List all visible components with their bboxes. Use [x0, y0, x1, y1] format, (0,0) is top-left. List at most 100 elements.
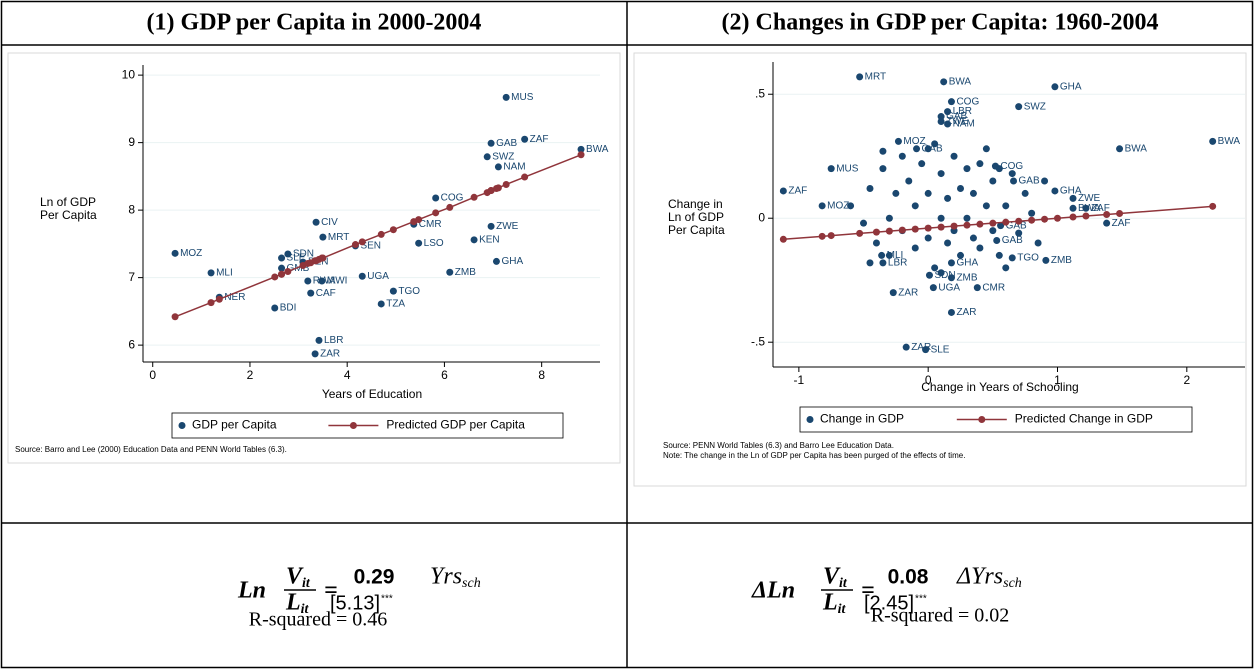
point — [905, 177, 913, 185]
point — [446, 203, 454, 211]
point-label: MLI — [216, 268, 233, 279]
point-label: MOZ — [827, 200, 849, 211]
point-label: ZAF — [530, 134, 549, 145]
point — [885, 251, 893, 259]
point — [989, 227, 997, 235]
point-label: LBR — [953, 106, 972, 117]
y-tick-label: 7 — [128, 270, 135, 284]
point — [1002, 218, 1010, 226]
point — [950, 152, 958, 160]
point — [827, 232, 835, 240]
point — [982, 202, 990, 210]
point — [944, 194, 952, 202]
point — [818, 202, 826, 210]
point — [937, 113, 945, 121]
point — [957, 184, 965, 192]
point-label: ZWE — [496, 221, 519, 232]
point — [171, 249, 179, 257]
point — [866, 259, 874, 267]
point — [1042, 256, 1050, 264]
x-tick-label: 6 — [441, 368, 448, 382]
point-label: GAB — [946, 111, 967, 122]
eq-sub: it — [301, 602, 310, 617]
point — [911, 244, 919, 252]
point-label: BWA — [1218, 136, 1241, 147]
point — [922, 346, 930, 354]
point — [894, 137, 902, 145]
point — [1015, 103, 1023, 111]
point — [866, 184, 874, 192]
point — [1015, 229, 1023, 237]
eq-coef: 0.08 — [888, 566, 929, 589]
point — [963, 165, 971, 173]
point-label: ZMB — [455, 267, 476, 278]
point — [924, 189, 932, 197]
point — [487, 139, 495, 147]
point — [1008, 170, 1016, 178]
point — [944, 239, 952, 247]
point — [947, 259, 955, 267]
eq-sub: sch — [462, 576, 481, 591]
point-label: MWI — [327, 276, 348, 287]
point — [937, 223, 945, 231]
header: (1) GDP per Capita in 2000-2004 — [147, 10, 482, 36]
eq-den: L — [285, 590, 301, 616]
point — [940, 78, 948, 86]
point — [487, 222, 495, 230]
point — [937, 118, 945, 126]
point-label: BWA — [949, 76, 972, 87]
point-label: LBR — [888, 257, 907, 268]
point — [1028, 216, 1036, 224]
eq-num: V — [823, 564, 841, 590]
point-label: UGA — [938, 282, 960, 293]
y-tick-label: 0 — [758, 210, 765, 224]
eq-sub: it — [839, 576, 848, 591]
point — [1002, 202, 1010, 210]
point-label: COG — [956, 96, 979, 107]
point — [902, 343, 910, 351]
point — [1069, 213, 1077, 221]
point — [432, 209, 440, 217]
point — [860, 219, 868, 227]
x-tick-label: 2 — [1183, 373, 1190, 387]
point — [415, 216, 423, 224]
y-tick-label: 9 — [128, 135, 135, 149]
x-tick-label: 2 — [247, 368, 254, 382]
point — [1116, 145, 1124, 153]
point — [879, 259, 887, 267]
point-label: ZAR — [320, 349, 340, 360]
point — [492, 257, 500, 265]
point — [377, 300, 385, 308]
point — [879, 147, 887, 155]
point-label: SDN — [934, 270, 955, 281]
r-squared: R-squared = 0.46 — [249, 609, 387, 631]
point-label: GHA — [956, 257, 978, 268]
point — [470, 236, 478, 244]
point — [976, 244, 984, 252]
point-label: TGO — [398, 286, 420, 297]
point — [947, 308, 955, 316]
point-label: ZAF — [1091, 203, 1110, 214]
point-label: MRT — [865, 72, 886, 83]
legend — [171, 412, 564, 439]
point — [446, 268, 454, 276]
point — [911, 225, 919, 233]
y-tick-label: 6 — [128, 337, 135, 351]
point — [982, 145, 990, 153]
point — [957, 251, 965, 259]
y-tick-label: .5 — [755, 86, 765, 100]
point-label: LSO — [424, 238, 444, 249]
point — [377, 230, 385, 238]
point — [1041, 177, 1049, 185]
point-label: MOZ — [903, 136, 925, 147]
point — [1028, 209, 1036, 217]
x-axis-label: Years of Education — [322, 387, 422, 401]
x-tick-label: 8 — [538, 368, 545, 382]
legend-label: Predicted Change in GDP — [1015, 412, 1153, 426]
r-squared: R-squared = 0.02 — [871, 605, 1009, 627]
eq-sign: = — [324, 578, 338, 604]
point — [483, 153, 491, 161]
y-axis-label: Per Capita — [668, 223, 725, 237]
y-axis-label: Ln of GDP — [40, 195, 96, 209]
point-label: SLE — [287, 253, 306, 264]
